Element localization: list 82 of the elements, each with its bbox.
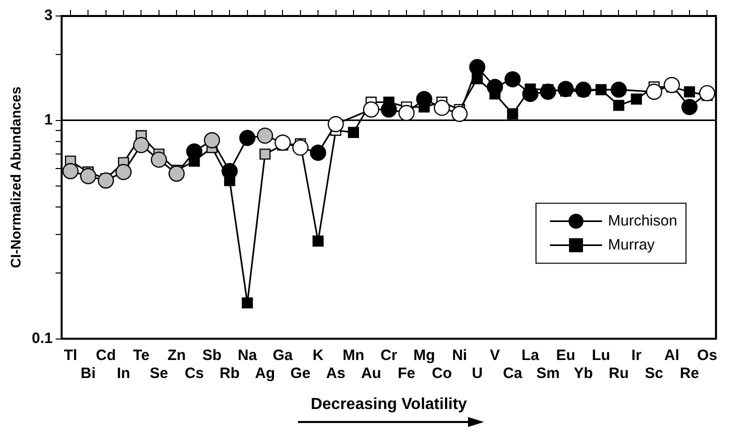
point <box>204 132 220 148</box>
point <box>630 94 642 105</box>
x-tick-label: Al <box>664 346 680 364</box>
point <box>115 164 132 180</box>
point <box>575 82 592 98</box>
x-tick-label: Co <box>432 364 452 382</box>
point <box>363 101 380 118</box>
x-tick-label: Bi <box>80 364 96 382</box>
point <box>540 84 556 100</box>
point <box>416 90 432 108</box>
point <box>699 85 716 102</box>
x-tick-label: Cr <box>380 346 398 364</box>
point <box>664 76 680 94</box>
x-tick-label: La <box>522 346 540 364</box>
x-tick-label: Ir <box>631 346 642 364</box>
point <box>684 86 696 98</box>
point <box>256 128 274 144</box>
point <box>98 172 114 189</box>
point <box>168 166 185 182</box>
x-tick-label: Na <box>238 346 258 364</box>
point <box>133 136 150 154</box>
x-tick-label: Ge <box>290 364 310 382</box>
point <box>558 80 574 98</box>
point <box>222 163 238 180</box>
y-tick-label: 1 <box>44 111 53 128</box>
point <box>292 139 308 156</box>
point <box>310 144 326 161</box>
point <box>328 116 344 132</box>
x-axis-title: Decreasing Volatility <box>310 396 468 413</box>
x-tick-label: Zn <box>167 346 186 364</box>
x-tick-label: Mg <box>413 346 436 364</box>
x-tick-label: Ca <box>503 364 523 382</box>
x-tick-label: Re <box>680 364 700 382</box>
x-tick-label: Ag <box>255 364 276 382</box>
x-tick-label: In <box>116 364 130 382</box>
x-tick-label: Ru <box>608 364 629 382</box>
x-tick-label: Eu <box>556 346 576 364</box>
point <box>312 236 324 247</box>
point <box>242 297 253 308</box>
point <box>507 108 518 120</box>
point <box>610 82 627 98</box>
x-tick-label: Os <box>697 346 718 364</box>
y-tick-label: 0.1 <box>32 330 53 347</box>
point <box>259 148 271 160</box>
x-tick-label: Tl <box>64 346 78 364</box>
point <box>646 84 662 100</box>
x-tick-label: Fe <box>398 364 416 382</box>
x-tick-label: Yb <box>574 364 593 382</box>
x-tick-label: As <box>326 364 346 382</box>
x-tick-label: Cs <box>184 364 204 382</box>
x-tick-label: Ga <box>272 346 294 364</box>
point <box>348 126 360 138</box>
point <box>80 168 96 184</box>
y-axis-title: CI-Normalized Abundances <box>7 86 24 268</box>
x-tick-label: Ni <box>452 346 468 364</box>
x-tick-label: V <box>490 346 500 364</box>
x-tick-label: Sm <box>536 364 560 382</box>
x-tick-label: Sc <box>644 364 664 382</box>
point <box>62 163 79 180</box>
x-tick-label: Sb <box>202 346 222 364</box>
legend-label: Murray <box>608 236 656 254</box>
x-tick-label: Mn <box>342 346 364 364</box>
x-tick-label: Se <box>150 364 168 382</box>
point <box>681 98 698 116</box>
x-tick-label: Lu <box>592 346 610 364</box>
point <box>239 130 256 146</box>
point <box>274 134 291 151</box>
x-tick-label: Te <box>133 346 150 364</box>
x-tick-label: Rb <box>220 364 240 382</box>
point <box>613 100 624 111</box>
point <box>451 106 468 122</box>
y-tick-label: 3 <box>44 7 53 24</box>
point <box>469 59 486 76</box>
x-tick-label: U <box>472 364 483 382</box>
point <box>434 100 450 116</box>
x-tick-label: K <box>312 346 324 364</box>
x-tick-label: Au <box>361 364 382 382</box>
point <box>150 152 168 168</box>
point <box>504 71 521 88</box>
x-tick-label: Cd <box>96 346 116 364</box>
point <box>398 104 415 122</box>
legend-label: Murchison <box>608 212 678 230</box>
